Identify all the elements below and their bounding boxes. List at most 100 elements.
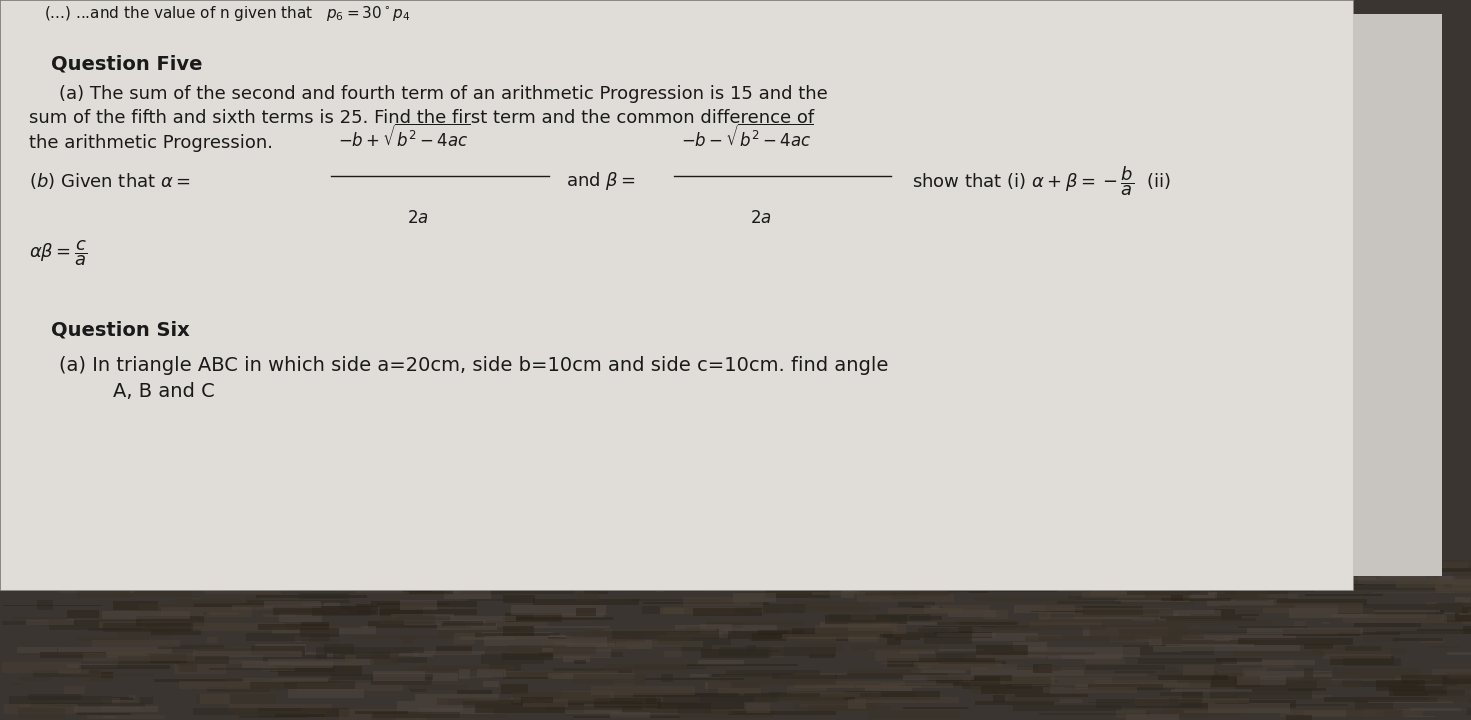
FancyBboxPatch shape [1397, 562, 1468, 570]
FancyBboxPatch shape [877, 632, 934, 634]
FancyBboxPatch shape [250, 680, 356, 689]
FancyBboxPatch shape [1131, 685, 1175, 690]
FancyBboxPatch shape [371, 600, 478, 607]
FancyBboxPatch shape [1283, 629, 1359, 636]
FancyBboxPatch shape [1116, 595, 1194, 606]
FancyBboxPatch shape [1200, 588, 1225, 593]
FancyBboxPatch shape [460, 584, 575, 593]
FancyBboxPatch shape [135, 616, 204, 626]
FancyBboxPatch shape [1289, 608, 1374, 618]
FancyBboxPatch shape [797, 691, 847, 696]
FancyBboxPatch shape [399, 616, 450, 618]
FancyBboxPatch shape [1159, 611, 1221, 621]
FancyBboxPatch shape [794, 681, 906, 688]
FancyBboxPatch shape [865, 556, 934, 562]
FancyBboxPatch shape [371, 677, 432, 685]
FancyBboxPatch shape [815, 559, 880, 567]
FancyBboxPatch shape [1284, 580, 1315, 589]
FancyBboxPatch shape [849, 669, 916, 677]
FancyBboxPatch shape [160, 607, 252, 617]
FancyBboxPatch shape [1440, 576, 1471, 585]
FancyBboxPatch shape [410, 689, 427, 692]
FancyBboxPatch shape [1447, 652, 1471, 655]
FancyBboxPatch shape [1062, 654, 1124, 659]
FancyBboxPatch shape [565, 705, 678, 714]
FancyBboxPatch shape [572, 674, 646, 684]
FancyBboxPatch shape [506, 613, 562, 622]
FancyBboxPatch shape [1274, 560, 1365, 562]
FancyBboxPatch shape [524, 574, 546, 578]
FancyBboxPatch shape [634, 693, 738, 698]
FancyBboxPatch shape [474, 698, 534, 700]
FancyBboxPatch shape [921, 576, 996, 580]
FancyBboxPatch shape [1016, 606, 1115, 612]
FancyBboxPatch shape [769, 650, 780, 652]
FancyBboxPatch shape [1214, 608, 1234, 614]
FancyBboxPatch shape [19, 705, 50, 706]
FancyBboxPatch shape [859, 588, 949, 596]
FancyBboxPatch shape [856, 594, 953, 601]
FancyBboxPatch shape [1262, 660, 1294, 668]
FancyBboxPatch shape [232, 606, 327, 610]
FancyBboxPatch shape [585, 630, 694, 635]
FancyBboxPatch shape [1096, 699, 1202, 708]
FancyBboxPatch shape [135, 564, 157, 575]
FancyBboxPatch shape [727, 670, 821, 675]
FancyBboxPatch shape [1286, 715, 1312, 720]
FancyBboxPatch shape [246, 633, 330, 641]
FancyBboxPatch shape [690, 675, 709, 678]
FancyBboxPatch shape [1015, 694, 1087, 697]
FancyBboxPatch shape [237, 565, 334, 572]
FancyBboxPatch shape [905, 557, 928, 563]
FancyBboxPatch shape [1162, 708, 1242, 716]
FancyBboxPatch shape [841, 585, 909, 593]
FancyBboxPatch shape [656, 702, 744, 709]
FancyBboxPatch shape [402, 635, 413, 644]
FancyBboxPatch shape [1033, 627, 1041, 631]
Text: A, B and C: A, B and C [88, 382, 215, 400]
FancyBboxPatch shape [7, 559, 85, 570]
FancyBboxPatch shape [340, 611, 350, 613]
FancyBboxPatch shape [712, 608, 781, 616]
FancyBboxPatch shape [605, 629, 716, 631]
FancyBboxPatch shape [668, 630, 736, 633]
FancyBboxPatch shape [294, 576, 381, 582]
FancyBboxPatch shape [660, 674, 674, 683]
FancyBboxPatch shape [924, 605, 990, 613]
FancyBboxPatch shape [577, 608, 596, 616]
FancyBboxPatch shape [1122, 645, 1214, 655]
FancyBboxPatch shape [964, 561, 980, 563]
FancyBboxPatch shape [962, 683, 1033, 688]
FancyBboxPatch shape [374, 671, 425, 681]
FancyBboxPatch shape [1192, 593, 1215, 598]
FancyBboxPatch shape [1396, 708, 1471, 711]
FancyBboxPatch shape [1374, 610, 1440, 612]
FancyBboxPatch shape [646, 697, 656, 708]
FancyBboxPatch shape [1436, 603, 1471, 612]
FancyBboxPatch shape [1084, 682, 1155, 691]
FancyBboxPatch shape [1389, 686, 1447, 696]
FancyBboxPatch shape [574, 660, 587, 664]
FancyBboxPatch shape [125, 559, 174, 564]
FancyBboxPatch shape [275, 714, 325, 717]
FancyBboxPatch shape [622, 703, 710, 714]
FancyBboxPatch shape [1178, 698, 1249, 703]
FancyBboxPatch shape [469, 567, 484, 577]
FancyBboxPatch shape [118, 626, 171, 637]
FancyBboxPatch shape [412, 570, 502, 580]
FancyBboxPatch shape [1205, 577, 1271, 580]
FancyBboxPatch shape [549, 672, 635, 679]
FancyBboxPatch shape [1239, 695, 1333, 698]
FancyBboxPatch shape [1086, 585, 1174, 588]
FancyBboxPatch shape [1465, 562, 1471, 566]
FancyBboxPatch shape [1161, 598, 1231, 601]
FancyBboxPatch shape [349, 572, 421, 576]
FancyBboxPatch shape [344, 655, 356, 665]
FancyBboxPatch shape [1217, 658, 1262, 662]
FancyBboxPatch shape [228, 681, 331, 691]
FancyBboxPatch shape [549, 636, 602, 639]
FancyBboxPatch shape [356, 603, 374, 607]
FancyBboxPatch shape [825, 616, 906, 624]
FancyBboxPatch shape [1140, 564, 1246, 571]
FancyBboxPatch shape [584, 691, 653, 699]
